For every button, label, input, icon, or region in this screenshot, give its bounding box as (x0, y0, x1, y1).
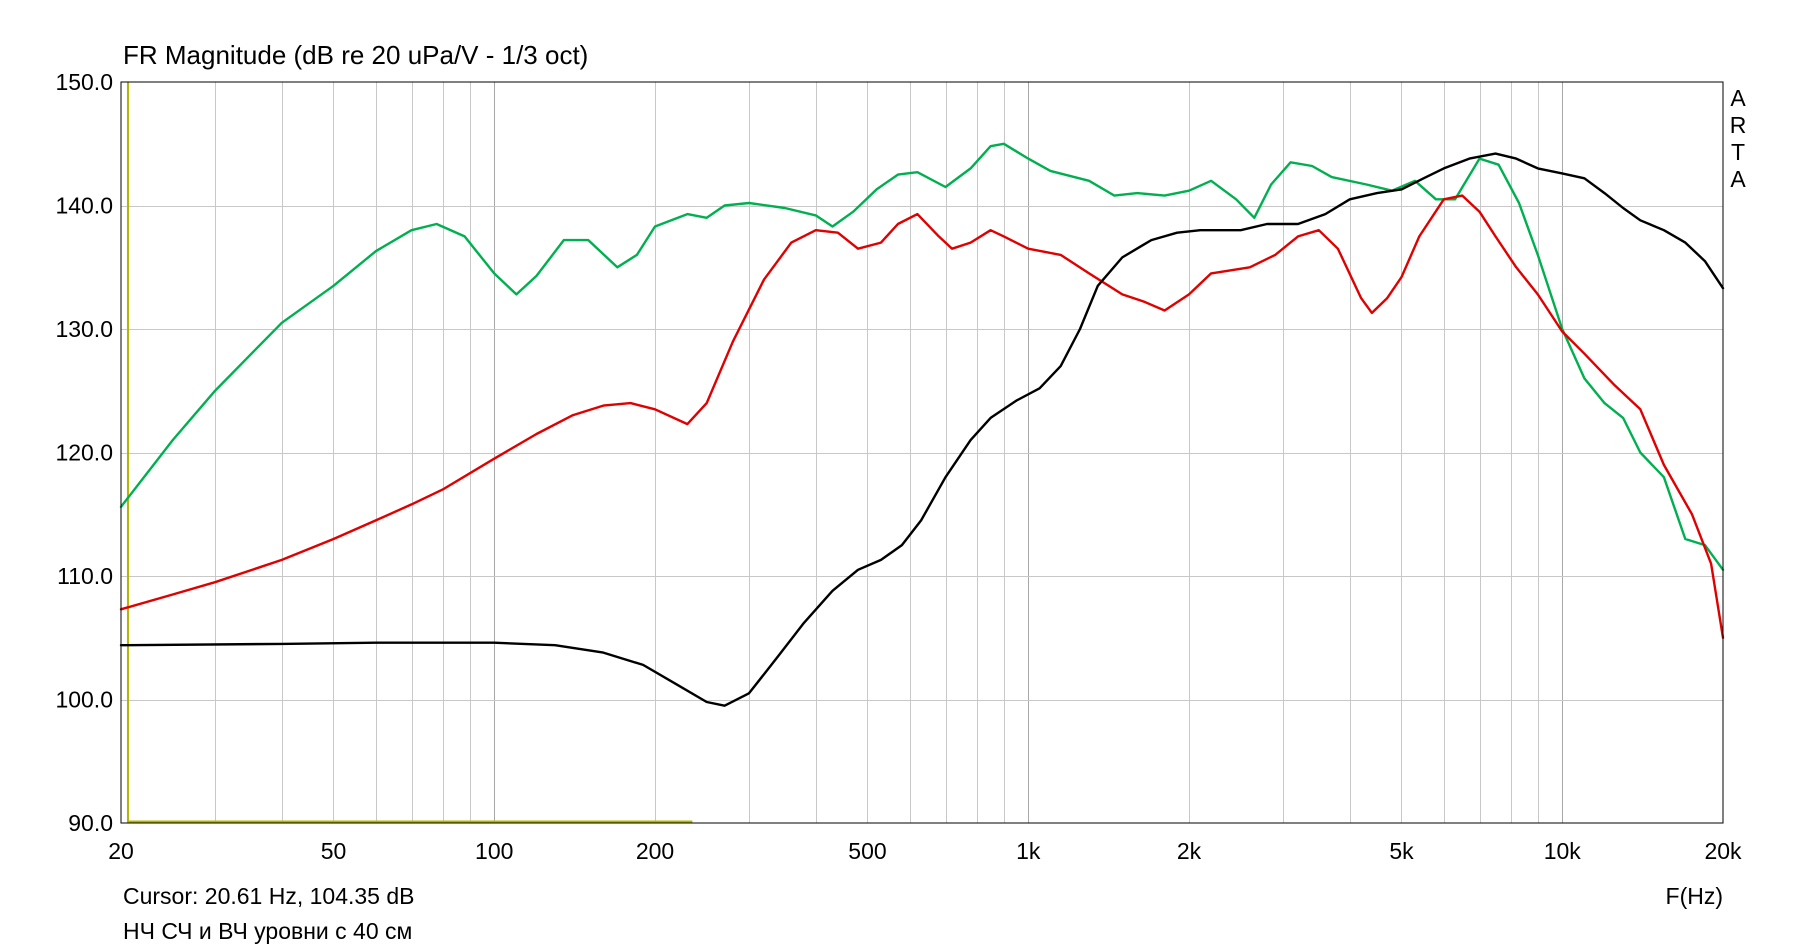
y-tick-label: 100.0 (55, 687, 113, 713)
cursor-marker (126, 82, 693, 824)
y-tick-label: 150.0 (55, 69, 113, 95)
cursor-readout: Cursor: 20.61 Hz, 104.35 dB (123, 883, 415, 909)
x-tick-label: 20k (1704, 838, 1742, 864)
y-tick-label: 140.0 (55, 193, 113, 219)
x-tick-label: 20 (108, 838, 134, 864)
x-axis-label: F(Hz) (1666, 883, 1723, 909)
watermark-letter: A (1730, 166, 1746, 192)
caption: НЧ СЧ и ВЧ уровни с 40 см (123, 918, 412, 944)
y-tick-labels: 90.0 100.0 110.0 120.0 130.0 140.0 150.0 (55, 69, 113, 836)
y-tick-label: 110.0 (57, 563, 113, 589)
x-tick-label: 10k (1544, 838, 1582, 864)
series-line-2 (119, 194, 1725, 639)
x-tick-label: 1k (1016, 838, 1041, 864)
grid (121, 82, 1723, 823)
series-line-1 (119, 142, 1725, 571)
x-tick-label: 5k (1389, 838, 1414, 864)
series-line-3 (119, 152, 1725, 707)
series-group (119, 142, 1725, 707)
x-tick-label: 2k (1177, 838, 1202, 864)
x-tick-label: 100 (475, 838, 513, 864)
y-tick-label: 90.0 (68, 810, 113, 836)
x-tick-label: 200 (636, 838, 674, 864)
watermark-letter: A (1730, 85, 1746, 111)
watermark-letter: R (1730, 112, 1747, 138)
x-tick-labels: 20 50 100 200 500 1k 2k 5k 10k 20k (108, 838, 1742, 864)
watermark-letter: T (1731, 139, 1745, 165)
chart-title: FR Magnitude (dB re 20 uPa/V - 1/3 oct) (123, 40, 588, 70)
y-tick-label: 130.0 (55, 316, 113, 342)
x-tick-label: 50 (321, 838, 347, 864)
y-tick-label: 120.0 (55, 440, 113, 466)
x-tick-label: 500 (848, 838, 886, 864)
plot-frame (120, 81, 1724, 824)
